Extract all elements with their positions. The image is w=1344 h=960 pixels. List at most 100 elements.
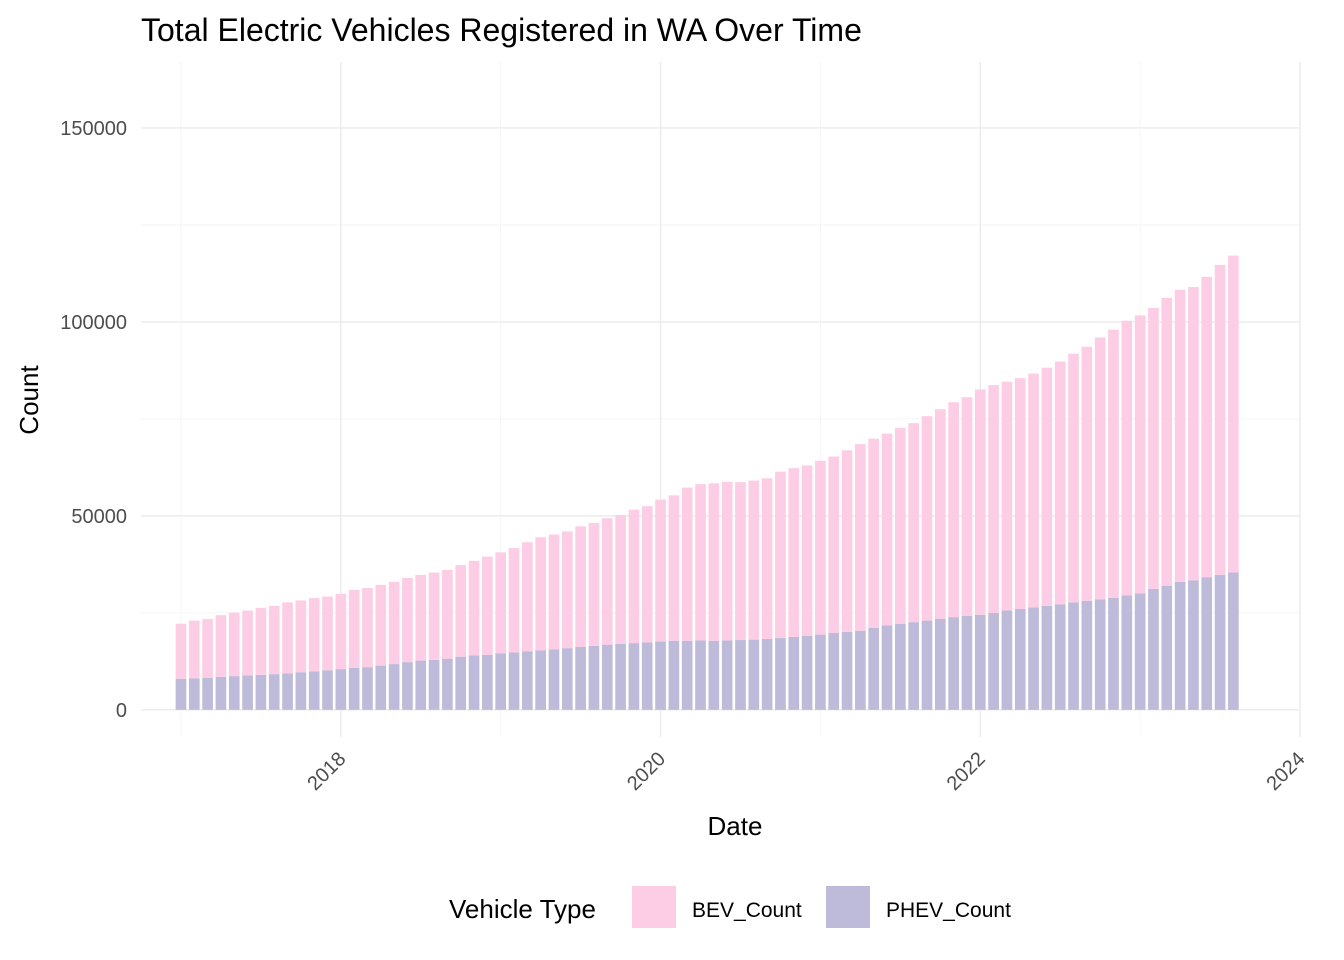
- bar-bev: [961, 397, 973, 616]
- bar-bev: [868, 438, 880, 628]
- bar-phev: [495, 653, 507, 710]
- bar-phev: [548, 649, 560, 710]
- bar-bev: [388, 581, 400, 665]
- bar-bev: [775, 471, 786, 639]
- bar-phev: [202, 678, 213, 710]
- bar-phev: [721, 640, 733, 710]
- bar-bev: [908, 423, 919, 623]
- bar-phev: [775, 638, 786, 710]
- bar-phev: [1228, 572, 1239, 710]
- bar-bev: [1214, 264, 1226, 575]
- y-tick-label: 100000: [60, 312, 127, 334]
- legend: Vehicle Type BEV_Count PHEV_Count: [449, 886, 1011, 928]
- bar-phev: [801, 635, 813, 710]
- legend-swatch-phev: [826, 886, 870, 928]
- bar-phev: [748, 639, 760, 710]
- bar-bev: [1094, 337, 1106, 600]
- bars: [175, 255, 1239, 710]
- bar-bev: [681, 487, 693, 641]
- bar-bev: [841, 450, 853, 632]
- bar-bev: [482, 556, 493, 655]
- bar-bev: [1161, 297, 1173, 586]
- bar-phev: [322, 670, 333, 710]
- bar-bev: [375, 584, 387, 666]
- bar-bev: [948, 402, 959, 618]
- bar-bev: [1228, 255, 1239, 573]
- bar-phev: [535, 650, 546, 710]
- bar-phev: [468, 655, 480, 710]
- bar-phev: [1028, 607, 1039, 710]
- bar-bev: [988, 385, 999, 613]
- bar-phev: [948, 617, 959, 710]
- bar-bev: [1068, 353, 1079, 603]
- bar-bev: [522, 542, 533, 652]
- bar-phev: [881, 625, 893, 710]
- bar-phev: [708, 640, 720, 710]
- bar-bev: [735, 482, 746, 641]
- bar-bev: [188, 620, 200, 679]
- bar-phev: [974, 614, 986, 710]
- bar-bev: [695, 484, 706, 641]
- bar-phev: [868, 627, 880, 710]
- bar-phev: [455, 656, 467, 710]
- bar-bev: [242, 610, 253, 676]
- bar-phev: [601, 644, 613, 710]
- legend-title: Vehicle Type: [449, 894, 596, 924]
- bar-bev: [641, 506, 653, 643]
- bar-bev: [668, 495, 680, 641]
- bar-phev: [175, 678, 187, 710]
- bar-bev: [535, 537, 546, 651]
- bar-phev: [268, 674, 280, 710]
- bar-phev: [335, 669, 347, 710]
- bar-bev: [708, 483, 720, 641]
- legend-label-bev: BEV_Count: [692, 899, 802, 922]
- bar-phev: [1214, 574, 1226, 710]
- bar-bev: [402, 577, 413, 663]
- bar-bev: [455, 565, 467, 657]
- bar-phev: [1081, 600, 1093, 710]
- bar-phev: [1054, 604, 1066, 710]
- bar-bev: [1028, 373, 1039, 608]
- bar-bev: [335, 593, 347, 670]
- bar-phev: [442, 658, 453, 710]
- x-axis-label: Date: [708, 811, 763, 841]
- bar-phev: [508, 652, 520, 710]
- bar-bev: [655, 499, 666, 642]
- bar-bev: [788, 468, 800, 637]
- bar-bev: [934, 409, 946, 619]
- bar-phev: [402, 662, 413, 710]
- bar-bev: [1041, 367, 1053, 606]
- bar-bev: [815, 460, 826, 635]
- bar-bev: [415, 574, 427, 661]
- bar-phev: [348, 667, 360, 710]
- bar-bev: [468, 560, 480, 656]
- bar-bev: [268, 605, 280, 675]
- bar-bev: [974, 389, 986, 615]
- bar-phev: [641, 642, 653, 710]
- bar-phev: [588, 645, 600, 710]
- bar-phev: [1161, 585, 1173, 710]
- bar-phev: [1174, 581, 1186, 710]
- y-tick-label: 150000: [60, 118, 127, 140]
- bar-phev: [1148, 588, 1159, 710]
- bar-bev: [1014, 378, 1026, 609]
- bar-bev: [561, 531, 573, 649]
- bar-bev: [175, 623, 187, 679]
- bar-bev: [881, 433, 893, 626]
- bar-bev: [588, 522, 600, 646]
- bar-phev: [255, 674, 267, 710]
- legend-label-phev: PHEV_Count: [886, 899, 1011, 922]
- bar-bev: [255, 607, 267, 675]
- bar-bev: [348, 589, 360, 668]
- bar-phev: [242, 675, 253, 710]
- bar-phev: [482, 654, 493, 710]
- bar-phev: [1201, 577, 1213, 710]
- bar-phev: [375, 665, 387, 710]
- bar-bev: [1001, 381, 1013, 611]
- bar-bev: [895, 427, 906, 624]
- y-tick-label: 50000: [71, 506, 127, 528]
- bar-phev: [362, 667, 373, 710]
- bar-phev: [1094, 599, 1106, 710]
- bar-phev: [735, 640, 746, 710]
